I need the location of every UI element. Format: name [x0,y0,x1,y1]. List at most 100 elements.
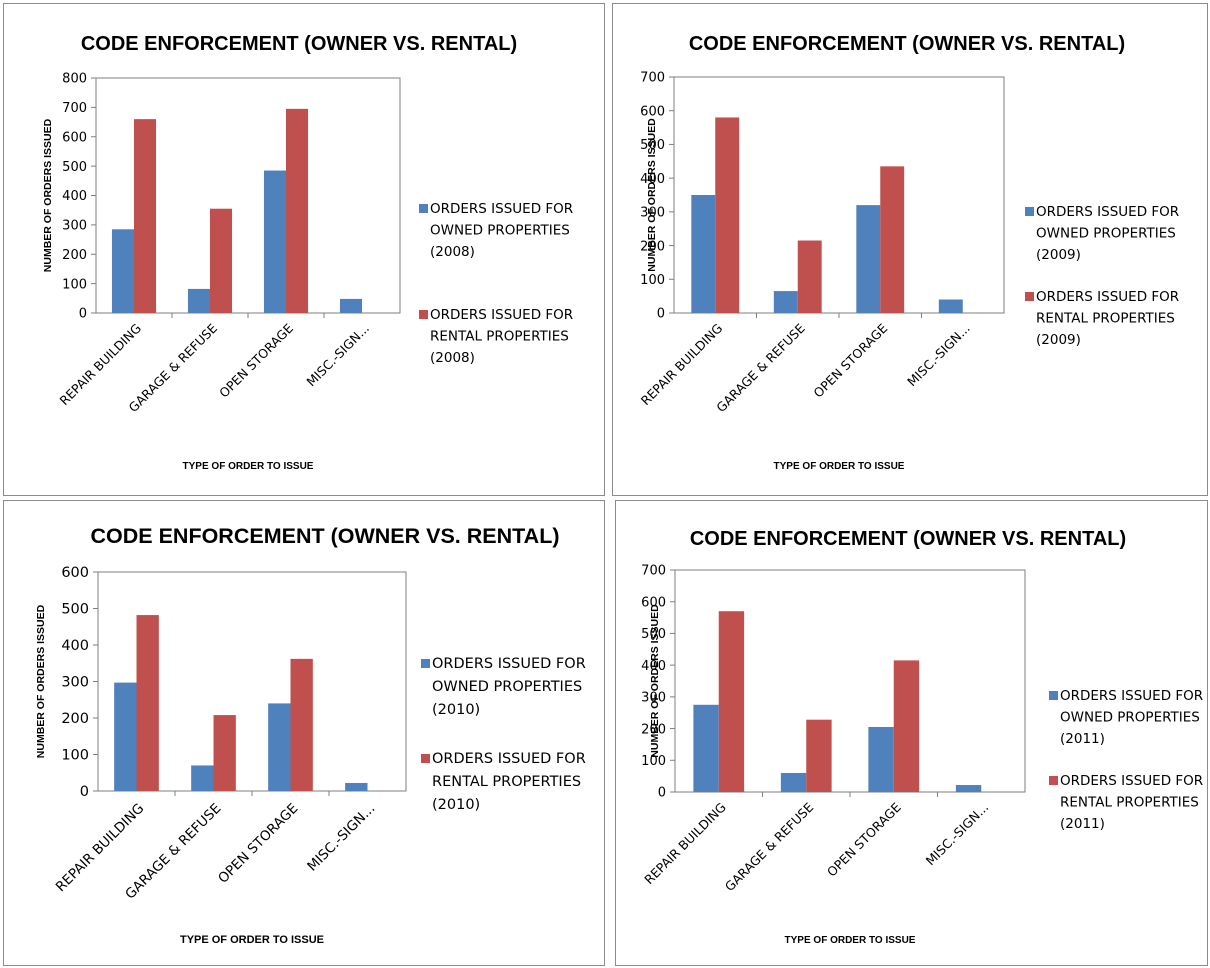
bar-owned [691,195,716,313]
legend-swatch-owned [1025,207,1034,216]
chart-border [612,3,1208,496]
x-axis-title: TYPE OF ORDER TO ISSUE [183,461,314,472]
bar-rental [806,719,832,792]
y-tick-label: 600 [641,595,666,610]
category-label: REPAIR BUILDING [56,321,144,409]
category-label: OPEN STORAGE [215,801,301,887]
y-axis-title: NUMBER OF ORDERS ISSUED [649,604,661,758]
legend-label: (2010) [432,702,480,718]
bar-owned [345,782,368,791]
legend-label: OWNED PROPERTIES [1060,710,1200,726]
y-tick-label: 0 [80,784,89,800]
y-tick-label: 400 [641,659,666,674]
y-axis-title: NUMBER OF ORDERS ISSUED [35,604,47,758]
y-tick-label: 100 [61,748,89,764]
legend-label: RENTAL PROPERTIES [1036,311,1175,327]
category-label: REPAIR BUILDING [641,800,729,888]
legend-label: ORDERS ISSUED FOR [432,751,586,767]
chart-title: CODE ENFORCEMENT (OWNER VS. RENTAL) [689,33,1125,55]
category-label: REPAIR BUILDING [638,321,726,409]
category-label: MISC.-SIGN... [304,801,378,875]
y-tick-label: 200 [640,239,665,254]
bar-rental [213,715,236,791]
bar-owned [191,765,214,791]
legend-label: (2010) [432,797,480,813]
chart-panel-2008: CODE ENFORCEMENT (OWNER VS. RENTAL) 0 100 2… [3,3,605,496]
category-label: OPEN STORAGE [810,320,890,400]
bar-rental [136,615,159,791]
legend-swatch-rental [1049,776,1058,785]
bar-owned [339,298,362,313]
legend-swatch-rental [419,310,428,319]
y-tick-label: 300 [62,219,87,234]
y-tick-label: 700 [641,564,666,579]
y-tick-label: 500 [62,160,87,175]
bar-rental [880,166,905,313]
legend-label: RENTAL PROPERTIES [430,329,569,345]
category-label: GARAGE & REFUSE [713,320,808,415]
bar-rental [210,208,233,313]
x-axis-title: TYPE OF ORDER TO ISSUE [774,461,905,472]
category-label: GARAGE & REFUSE [722,799,817,894]
legend-label: OWNED PROPERTIES [1036,226,1176,242]
bar-rental [290,658,313,791]
bar-owned [955,785,982,792]
bar-owned [773,291,798,313]
x-axis-title: TYPE OF ORDER TO ISSUE [180,934,324,946]
legend-label: RENTAL PROPERTIES [432,774,581,790]
legend-label: OWNED PROPERTIES [432,679,582,695]
bar-rental [718,611,745,792]
legend-label: ORDERS ISSUED FOR [1060,688,1203,704]
legend-swatch-owned [1049,691,1058,700]
legend-label: ORDERS ISSUED FOR [1036,204,1179,220]
y-tick-label: 0 [79,307,87,322]
category-label: OPEN STORAGE [216,320,296,400]
y-tick-label: 600 [62,130,87,145]
bar-rental [286,108,309,313]
legend-label: (2008) [430,244,475,260]
chart-svg-2011: CODE ENFORCEMENT (OWNER VS. RENTAL) 0 100 2… [615,500,1208,966]
legend-swatch-owned [421,659,430,668]
category-label: OPEN STORAGE [824,799,904,879]
legend-label: ORDERS ISSUED FOR [1036,289,1179,305]
chart-panel-2010: CODE ENFORCEMENT (OWNER VS. RENTAL) 0 100 2… [3,500,605,966]
y-tick-label: 300 [640,206,665,221]
category-label: MISC.-SIGN... [904,321,973,390]
bar-owned [780,772,807,792]
category-label: MISC.-SIGN... [923,800,992,869]
y-tick-label: 700 [640,71,665,86]
legend-label: ORDERS ISSUED FOR [432,656,586,672]
legend-label: ORDERS ISSUED FOR [1060,773,1203,789]
y-tick-label: 700 [62,101,87,116]
bar-owned [187,288,210,313]
y-tick-label: 200 [62,248,87,263]
bar-owned [868,726,894,792]
chart-border [3,3,605,496]
bar-owned [114,682,137,791]
bar-rental [893,660,920,792]
y-tick-label: 500 [641,627,666,642]
y-tick-label: 200 [61,711,89,727]
y-axis-title: NUMBER OF ORDERS ISSUED [42,118,54,272]
y-tick-label: 100 [640,273,665,288]
bar-owned [693,704,719,792]
y-tick-label: 300 [641,691,666,706]
bar-owned [263,170,286,313]
y-tick-label: 200 [641,722,666,737]
y-tick-label: 600 [61,565,89,581]
legend-label: (2009) [1036,332,1081,348]
bar-rental [715,117,740,313]
y-tick-label: 400 [62,189,87,204]
y-tick-label: 400 [640,172,665,187]
y-tick-label: 100 [641,754,666,769]
legend-swatch-rental [1025,292,1034,301]
chart-panel-2009: CODE ENFORCEMENT (OWNER VS. RENTAL) 0 100 2… [612,3,1208,496]
bar-owned [268,703,291,791]
y-tick-label: 800 [62,72,87,87]
legend-swatch-owned [419,204,428,213]
chart-title: CODE ENFORCEMENT (OWNER VS. RENTAL) [81,33,517,55]
legend-label: ORDERS ISSUED FOR [430,307,573,323]
chart-svg-2008: CODE ENFORCEMENT (OWNER VS. RENTAL) 0 100 2… [3,3,605,496]
legend-label: (2011) [1060,816,1105,832]
legend-swatch-rental [421,754,430,763]
